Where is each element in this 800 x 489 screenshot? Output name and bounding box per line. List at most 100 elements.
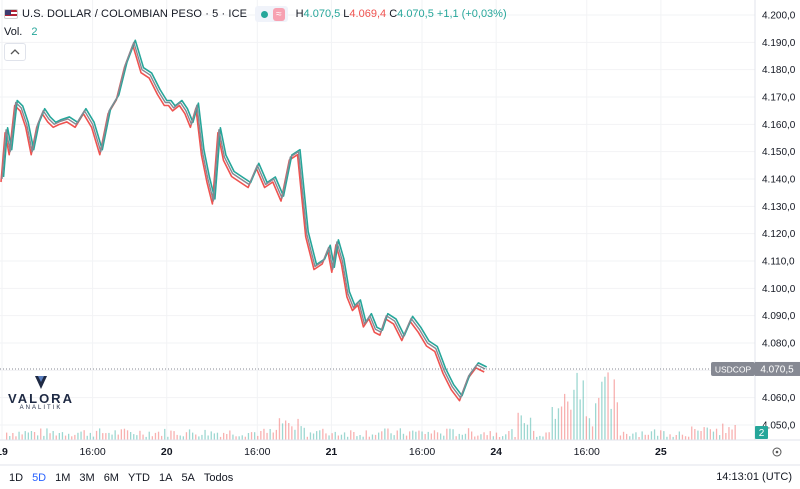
volume-bar (548, 432, 550, 440)
volume-bar (675, 435, 677, 440)
volume-bar (508, 431, 510, 440)
delayed-data-icon: ≈ (273, 7, 285, 21)
volume-bar (12, 433, 14, 440)
market-status-pill[interactable]: ≈ (255, 6, 288, 22)
range-button[interactable]: 1M (55, 471, 71, 484)
y-tick-label: 4.100,0 (762, 284, 796, 295)
range-button[interactable]: YTD (127, 471, 150, 484)
volume-bar (415, 431, 417, 440)
symbol-title[interactable]: U.S. DOLLAR / COLOMBIAN PESO · 5 · ICE (22, 8, 248, 20)
volume-bar (697, 430, 699, 440)
last-price-tag: 4.070,5 (760, 364, 794, 375)
volume-bar (424, 434, 426, 440)
volume-bar (161, 435, 163, 440)
x-tick-label: 25 (655, 446, 667, 458)
volume-bar (71, 436, 73, 440)
volume-bar (629, 436, 631, 440)
axis-settings-icon[interactable] (772, 447, 782, 457)
volume-bar (111, 434, 113, 440)
volume-bar (471, 431, 473, 440)
volume-bar (409, 431, 411, 440)
volume-bar (684, 436, 687, 440)
volume-bar (179, 435, 181, 440)
volume-bar (40, 428, 42, 440)
volume-bar (164, 428, 166, 440)
volume-bar (626, 433, 628, 440)
collapse-legend-button[interactable] (4, 43, 26, 61)
x-tick-label: 16:00 (244, 446, 270, 458)
range-button[interactable]: 1D (9, 471, 24, 484)
volume-bar (387, 428, 389, 440)
logo-subtitle: ANALITIK (19, 405, 63, 411)
volume-bar (529, 417, 532, 440)
volume-bar (337, 435, 339, 440)
volume-bar (340, 434, 343, 440)
volume-bar (706, 427, 708, 440)
price-axis: 4.200,0 4.190,0 4.180,0 4.170,0 4.160,0 4.150… (0, 0, 800, 466)
volume-bar (142, 434, 144, 440)
volume-bar (365, 430, 367, 440)
range-button[interactable]: 5D (32, 471, 47, 484)
volume-bar (322, 428, 324, 440)
volume-bar (554, 418, 556, 440)
volume-bar (452, 429, 454, 440)
volume-bar (312, 433, 315, 440)
volume-bar (601, 381, 603, 440)
volume-bar (430, 433, 432, 440)
volume-bar (489, 431, 491, 440)
volume-bar (598, 397, 600, 440)
volume-bar (712, 431, 715, 440)
volume-bar (328, 435, 330, 440)
volume-bar (669, 434, 671, 440)
gear-inner (775, 450, 779, 454)
volume-bar (576, 372, 578, 440)
range-button[interactable]: 1A (158, 471, 173, 484)
volume-bar (579, 399, 581, 440)
volume-bar (18, 431, 20, 440)
range-button[interactable]: 3M (79, 471, 95, 484)
volume-bar (505, 434, 507, 440)
y-tick-label: 4.050,0 (762, 421, 796, 432)
volume-bar (139, 430, 141, 440)
logo-name: VALORA (8, 391, 74, 406)
volume-bar (610, 408, 612, 440)
close-price-line (1, 41, 486, 399)
volume-bar (120, 429, 122, 440)
volume-bar (672, 436, 674, 440)
gear-outer (772, 447, 782, 457)
volume-bar (582, 380, 584, 440)
volume-bar (263, 428, 265, 440)
range-button[interactable]: Todos (203, 471, 234, 484)
volume-bar (567, 401, 569, 440)
volume-bar (68, 433, 70, 440)
volume-bar (157, 431, 160, 440)
volume-bar (402, 433, 405, 440)
volume-bar (467, 428, 470, 440)
volume-bar (117, 434, 119, 440)
volume-bar (61, 432, 64, 440)
volume-bar (371, 434, 374, 440)
ohlc-values: H4.070,5 L4.069,4 C4.070,5 +1,1 (+0,03%) (295, 8, 507, 20)
y-tick-label: 4.200,0 (762, 11, 796, 22)
volume-bar (533, 430, 535, 440)
volume-bar (725, 433, 727, 440)
volume-bar (458, 433, 460, 440)
range-button[interactable]: 6M (103, 471, 119, 484)
volume-bar (474, 436, 476, 440)
utc-clock[interactable]: 14:13:01 (UTC) (716, 471, 792, 483)
volume-bar (306, 436, 308, 440)
volume-bar (731, 429, 733, 440)
y-tick-label: 4.180,0 (762, 65, 796, 76)
volume-bar (619, 435, 622, 440)
volume-bar (691, 426, 693, 440)
volume-bar (266, 432, 268, 440)
volume-bar (15, 436, 17, 440)
volume-bar (374, 434, 377, 440)
volume-bar (418, 430, 420, 440)
volume-bar (353, 432, 355, 440)
volume-bar (632, 433, 634, 440)
range-button[interactable]: 5A (181, 471, 195, 484)
volume-bar (551, 407, 553, 440)
volume-bar (638, 437, 640, 440)
